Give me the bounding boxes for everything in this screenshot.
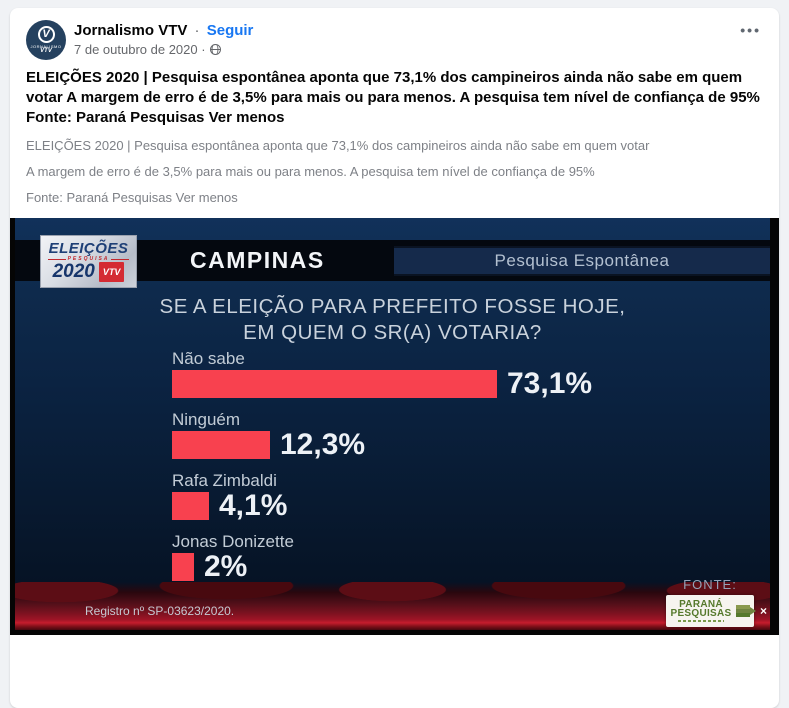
bar-value: 73,1%	[507, 367, 593, 400]
headline-text: ELEIÇÕES 2020 | Pesquisa espontânea apon…	[26, 69, 760, 126]
bar	[172, 492, 209, 520]
pp-logo-tagline	[678, 620, 724, 622]
bar	[172, 553, 194, 581]
name-separator: ·	[194, 22, 200, 39]
bar-value: 4,1%	[219, 489, 288, 522]
source-label: FONTE:	[683, 577, 737, 592]
bar-row: Jonas Donizette 2%	[172, 532, 592, 583]
globe-icon	[209, 44, 221, 55]
bar-row: Rafa Zimbaldi 4,1%	[172, 471, 592, 522]
logo-eleicoes-text: ELEIÇÕES	[48, 240, 129, 257]
bar-value: 2%	[204, 550, 248, 583]
date-line: 7 de outubro de 2020 ·	[74, 42, 253, 57]
logo-year-text: 2020	[52, 261, 95, 282]
avatar-text-jornalismo: JORNALISMO	[30, 44, 62, 49]
follow-link[interactable]: Seguir	[206, 22, 254, 39]
question-line-1: SE A ELEIÇÃO PARA PREFEITO FOSSE HOJE,	[159, 295, 626, 318]
vtv-logo-icon: V	[37, 26, 55, 43]
poll-graphic: CAMPINAS ELEIÇÕES PESQUISA 2020 VTV Pesq…	[15, 218, 770, 630]
post-headline: ELEIÇÕES 2020 | Pesquisa espontânea apon…	[10, 60, 779, 128]
bar	[172, 431, 270, 459]
tab-pesquisa-espontanea: Pesquisa Espontânea	[394, 246, 770, 276]
source-block: FONTE: PARANÁ PESQUISAS ×	[666, 577, 767, 627]
avatar-text-vtv: VTV	[40, 48, 52, 54]
city-title: CAMPINAS	[190, 247, 325, 273]
bar-row: Ninguém 12,3%	[172, 410, 592, 461]
post-header: V JORNALISMO VTV Jornalismo VTV · Seguir…	[10, 8, 779, 60]
parana-pesquisas-logo: PARANÁ PESQUISAS ×	[666, 595, 767, 627]
poll-question: SE A ELEIÇÃO PARA PREFEITO FOSSE HOJE, E…	[15, 294, 770, 346]
see-less-link[interactable]: Ver menos	[208, 109, 285, 126]
registry-note: Registro nº SP-03623/2020.	[85, 604, 235, 618]
post-description: ELEIÇÕES 2020 | Pesquisa espontânea apon…	[10, 128, 779, 218]
facebook-post-card: V JORNALISMO VTV Jornalismo VTV · Seguir…	[10, 8, 779, 708]
bar-label: Ninguém	[172, 410, 241, 429]
pp-logo-line2: PESQUISAS	[670, 608, 732, 619]
see-less-link[interactable]: Ver menos	[175, 190, 238, 205]
pp-logo-line1: PARANÁ	[679, 599, 723, 610]
pp-chart-arrow-icon	[735, 605, 756, 617]
description-line: Fonte: Paraná Pesquisas Ver menos	[26, 190, 763, 206]
author-name[interactable]: Jornalismo VTV	[74, 22, 188, 39]
logo-vtv-badge: VTV	[98, 262, 125, 282]
red-wave-texture	[15, 582, 770, 630]
avatar[interactable]: V JORNALISMO VTV	[26, 20, 66, 60]
bar	[172, 370, 497, 398]
description-line: ELEIÇÕES 2020 | Pesquisa espontânea apon…	[26, 138, 650, 153]
description-line: A margem de erro é de 3,5% para mais ou …	[26, 164, 595, 179]
bar-row: Não sabe 73,1%	[172, 349, 593, 400]
post-menu-ellipsis-icon[interactable]: •••	[740, 22, 761, 38]
logo-pesquisa-text: PESQUISA	[48, 256, 130, 262]
description-source-text: Fonte: Paraná Pesquisas	[26, 190, 172, 205]
close-icon: ×	[759, 604, 767, 618]
post-image[interactable]: CAMPINAS ELEIÇÕES PESQUISA 2020 VTV Pesq…	[10, 218, 779, 635]
question-line-2: EM QUEM O SR(A) VOTARIA?	[243, 321, 542, 344]
header-meta: Jornalismo VTV · Seguir 7 de outubro de …	[74, 20, 253, 60]
post-date[interactable]: 7 de outubro de 2020 ·	[74, 42, 206, 57]
bar-label: Não sabe	[172, 349, 245, 368]
eleicoes-2020-logo: ELEIÇÕES PESQUISA 2020 VTV	[40, 235, 137, 288]
bar-label: Rafa Zimbaldi	[172, 471, 277, 490]
bar-label: Jonas Donizette	[172, 532, 294, 551]
bar-value: 12,3%	[280, 428, 366, 461]
bar-chart: Não sabe 73,1% Ninguém 12,3% Rafa Zimbaldi 4,…	[172, 350, 592, 594]
author-line: Jornalismo VTV · Seguir	[74, 22, 253, 39]
